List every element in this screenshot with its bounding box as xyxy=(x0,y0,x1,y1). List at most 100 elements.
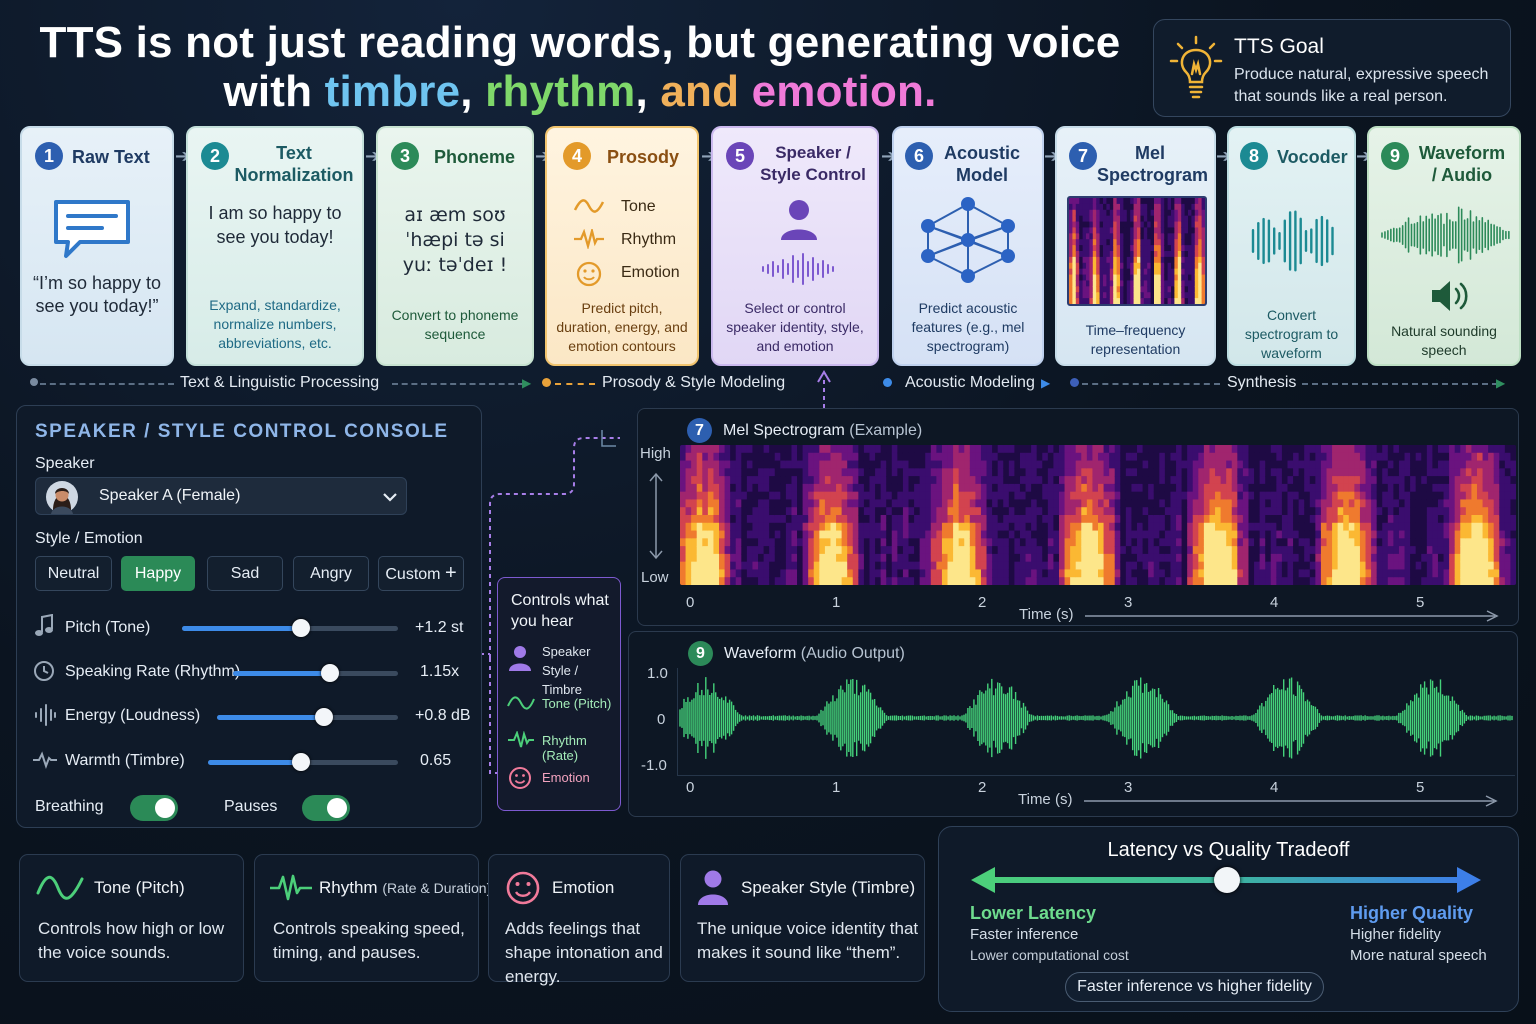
mel-cell xyxy=(1482,538,1489,547)
mel-cell xyxy=(1109,522,1116,532)
mel-cell xyxy=(758,468,765,477)
mel-cell xyxy=(914,546,921,555)
mel-cell xyxy=(1231,460,1238,469)
mel-cell xyxy=(1488,522,1495,532)
mel-cell xyxy=(1215,538,1222,547)
toggle-pauses[interactable] xyxy=(302,795,350,821)
slider-knob[interactable] xyxy=(321,664,340,682)
mel-cell xyxy=(1281,522,1289,532)
style-chip-happy[interactable]: Happy xyxy=(121,556,195,591)
mel-cell xyxy=(1393,515,1400,524)
mel-cell xyxy=(1426,561,1433,571)
controls-item-tone: Tone (Pitch) xyxy=(542,696,612,711)
mel-panel-title: Mel Spectrogram (Example) xyxy=(723,422,922,440)
mel-thumb-cell xyxy=(1092,198,1097,205)
mel-cell xyxy=(1215,491,1222,501)
speaker-select[interactable]: Speaker A (Female) xyxy=(35,477,407,515)
mel-thumb-cell xyxy=(1109,298,1114,304)
higher-quality-title: Higher Quality xyxy=(1350,903,1474,923)
mel-cell xyxy=(1454,460,1461,469)
pipeline-card-text-normalization: 2 Text Normalization I am so happy to se… xyxy=(186,126,364,366)
style-chip-custom[interactable]: Custom + xyxy=(378,556,464,591)
mel-cell xyxy=(769,561,776,571)
mel-cell xyxy=(1298,445,1305,454)
mel-cell xyxy=(947,538,954,547)
pipeline-card-vocoder: 8 Vocoder Convert spectrogram to wavefor… xyxy=(1227,126,1356,366)
mel-cell xyxy=(1315,561,1322,571)
mel-cell xyxy=(1398,538,1406,547)
mel-cell xyxy=(986,577,993,585)
mel-cell xyxy=(930,522,937,532)
mel-cell xyxy=(813,445,820,454)
mel-cell xyxy=(1148,460,1155,469)
mel-thumb-cell xyxy=(1082,209,1087,217)
slider-knob[interactable] xyxy=(314,708,333,726)
mel-cell xyxy=(1226,445,1233,454)
mel-thumb-cell xyxy=(1188,209,1192,217)
mel-cell xyxy=(1203,507,1211,516)
mel-thumb-cell xyxy=(1082,268,1087,276)
mel-thumb-cell xyxy=(1164,268,1169,276)
mel-cell xyxy=(1259,499,1266,508)
slider-rate[interactable] xyxy=(233,664,398,682)
mel-cell xyxy=(741,515,748,524)
mel-cell xyxy=(785,538,793,547)
mel-cell xyxy=(1304,569,1311,578)
speaker-label: Speaker xyxy=(35,455,95,472)
mel-thumb-cell xyxy=(1154,256,1158,264)
mel-cell xyxy=(1131,476,1138,485)
mel-cell xyxy=(1410,546,1417,555)
wave-x-label: Time (s) xyxy=(1018,791,1073,808)
mel-cell xyxy=(1226,522,1233,532)
mel-cell xyxy=(1192,445,1199,454)
mel-thumb-cell xyxy=(1075,239,1080,246)
mel-cell xyxy=(863,515,871,524)
mel-cell xyxy=(1081,515,1088,524)
mel-cell xyxy=(1058,538,1066,547)
mel-cell xyxy=(1510,483,1516,493)
mel-cell xyxy=(1454,515,1461,524)
mel-cell xyxy=(1170,476,1177,485)
mel-thumb-cell xyxy=(1120,239,1124,246)
slider-warmth[interactable] xyxy=(208,753,398,771)
slider-energy[interactable] xyxy=(217,708,398,726)
mel-cell xyxy=(685,530,692,539)
mel-cell xyxy=(1510,445,1516,454)
mel-cell xyxy=(1449,507,1456,516)
mel-cell xyxy=(808,491,815,501)
mel-cell xyxy=(863,577,871,585)
mel-cell xyxy=(1131,546,1138,555)
mel-cell xyxy=(1415,522,1422,532)
mel-cell xyxy=(958,538,965,547)
mel-cell xyxy=(1036,522,1043,532)
mel-cell xyxy=(1287,491,1294,501)
mel-thumb-cell xyxy=(1198,251,1203,258)
mel-cell xyxy=(1153,538,1160,547)
mel-cell xyxy=(1098,476,1105,485)
toggle-breathing[interactable] xyxy=(130,795,178,821)
mel-cell xyxy=(1465,522,1473,532)
mel-cell xyxy=(1231,515,1238,524)
mel-cell xyxy=(1326,460,1333,469)
mel-cell xyxy=(936,530,943,539)
mel-subtitle-text: (Example) xyxy=(849,422,923,439)
mel-thumb-cell xyxy=(1181,280,1186,287)
style-chip-angry[interactable]: Angry xyxy=(293,556,369,591)
mel-cell xyxy=(1008,499,1015,508)
style-chip-sad[interactable]: Sad xyxy=(207,556,283,591)
mel-cell xyxy=(1008,522,1015,532)
slider-knob[interactable] xyxy=(292,753,311,771)
mel-thumb-cell xyxy=(1116,215,1121,223)
mel-cell xyxy=(1237,522,1244,532)
mel-cell xyxy=(1053,445,1060,454)
mel-cell xyxy=(1426,507,1433,516)
mel-cell xyxy=(780,491,787,501)
mel-cell xyxy=(1075,483,1082,493)
style-chip-neutral[interactable]: Neutral xyxy=(35,556,112,591)
tradeoff-knob[interactable] xyxy=(1214,867,1240,893)
slider-knob[interactable] xyxy=(291,619,310,637)
mel-cell xyxy=(1181,499,1188,508)
mel-thumb-cell xyxy=(1188,280,1192,287)
mel-thumb-cell xyxy=(1092,274,1097,282)
slider-pitch[interactable] xyxy=(182,619,398,637)
